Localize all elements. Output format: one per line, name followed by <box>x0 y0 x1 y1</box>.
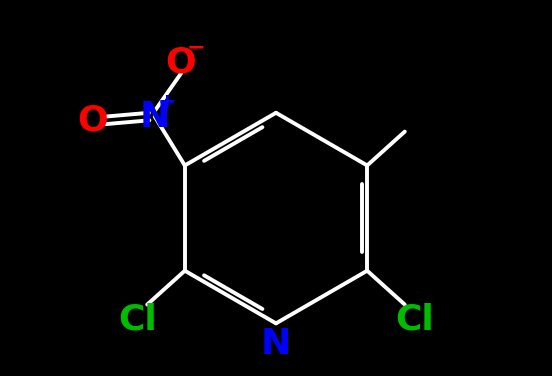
Text: N: N <box>261 327 291 361</box>
Text: N: N <box>140 100 170 133</box>
Text: −: − <box>187 37 205 57</box>
Text: O: O <box>77 103 108 137</box>
Text: O: O <box>166 45 197 79</box>
Text: Cl: Cl <box>119 303 157 337</box>
Text: +: + <box>158 92 177 112</box>
Text: Cl: Cl <box>395 303 433 337</box>
